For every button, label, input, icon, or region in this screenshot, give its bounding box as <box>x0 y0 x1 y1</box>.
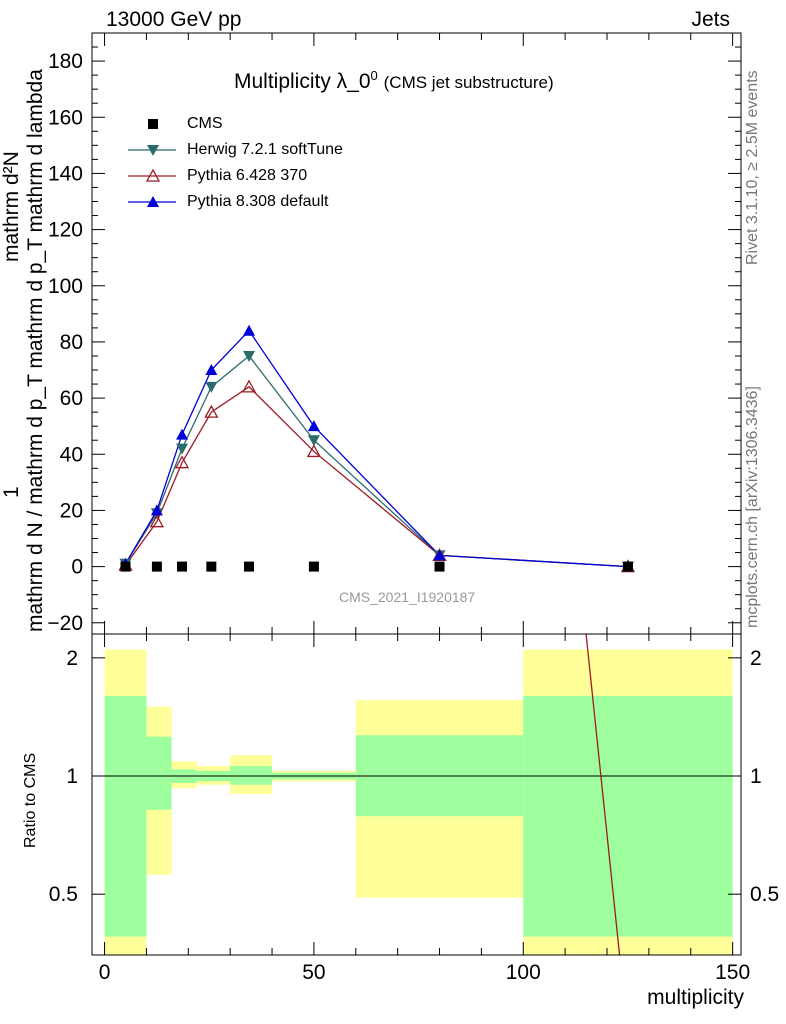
y-tick-label-6: 100 <box>48 275 83 298</box>
y-tick-label-4: 60 <box>60 387 83 410</box>
data-point-pythia6-3 <box>204 404 219 418</box>
data-point-pythia8-2 <box>176 428 189 440</box>
data-point-pythia8-5 <box>307 420 320 432</box>
legend-label-cms: CMS <box>187 115 223 132</box>
data-point-pythia6-2 <box>174 455 190 469</box>
x-tick-label-0: 0 <box>99 961 111 984</box>
y-axis-label-denominator: mathrm d N / mathrm d p_T mathrm d p_T m… <box>24 69 47 632</box>
y-tick-label-8: 140 <box>48 162 83 185</box>
data-point-herwig-4 <box>243 350 256 362</box>
y-tick-label-10: 180 <box>48 50 83 73</box>
legend-marker-herwig <box>147 145 159 156</box>
y-tick-label-0: −20 <box>47 612 83 635</box>
data-point-cms-0 <box>120 561 131 572</box>
data-point-pythia8-4 <box>243 324 256 336</box>
data-point-pythia6-4 <box>241 379 257 393</box>
ratio-y-tick-label-left-0: 0.5 <box>49 883 78 906</box>
plot-title-main: Multiplicity λ_0 <box>234 70 371 93</box>
data-point-pythia8-6 <box>433 549 446 561</box>
y-tick-label-9: 160 <box>48 106 83 129</box>
ratio-uncertainty-bands <box>104 649 733 955</box>
series-line-herwig <box>124 355 628 568</box>
y-axis-label-numerator: mathrm d²N <box>0 151 23 262</box>
y-tick-label-3: 40 <box>60 443 83 466</box>
y-tick-label-1: 0 <box>71 556 83 579</box>
y-axis-label-prefactor: 1 <box>0 486 23 498</box>
legend-marker-pythia8 <box>147 196 159 207</box>
ratio-band-inner-1 <box>146 736 172 810</box>
ratio-y-tick-label-left-1: 1 <box>66 765 78 788</box>
ratio-plot-frame <box>91 633 742 956</box>
data-point-pythia6-1 <box>149 514 164 528</box>
data-point-herwig-3 <box>205 381 218 393</box>
data-point-pythia8-1 <box>150 504 163 516</box>
ratio-y-tick-label-right-2: 2 <box>750 647 762 670</box>
legend-label-pythia8: Pythia 8.308 default <box>187 193 329 210</box>
x-tick-label-2: 100 <box>506 961 541 984</box>
data-point-cms-3 <box>206 561 217 572</box>
data-point-pythia8-3 <box>205 364 218 376</box>
legend-markers <box>128 119 176 207</box>
reference-label: mcplots.cern.ch [arXiv:1306.3436] <box>744 386 761 628</box>
y-tick-label-7: 120 <box>48 219 83 242</box>
data-point-cms-7 <box>622 561 633 572</box>
plot-title-note: (CMS jet substructure) <box>383 73 554 92</box>
series-line-pythia8 <box>124 329 628 568</box>
data-point-herwig-5 <box>307 435 320 447</box>
legend-marker-cms <box>148 119 158 129</box>
ratio-y-tick-label-left-2: 2 <box>66 647 78 670</box>
y-tick-label-5: 80 <box>60 331 83 354</box>
rivet-version-label: Rivet 3.1.10, ≥ 2.5M events <box>744 70 761 265</box>
legend-label-pythia6: Pythia 6.428 370 <box>187 167 308 184</box>
series-line-pythia6 <box>124 386 628 568</box>
x-tick-label-1: 50 <box>302 961 325 984</box>
ratio-band-inner-4 <box>230 766 273 785</box>
ratio-y-tick-label-right-1: 1 <box>750 765 762 788</box>
analysis-watermark: CMS_2021_I1920187 <box>339 589 476 605</box>
legend-marker-pythia6 <box>145 168 161 182</box>
series-markers <box>118 324 636 573</box>
data-point-pythia6-5 <box>306 444 322 458</box>
ratio-y-tick-label-right-0: 0.5 <box>750 883 779 906</box>
plot-title-sup: 0 <box>370 68 378 83</box>
main-axes: −20 0 20 40 60 80 100 120 140 160 180 <box>47 32 742 635</box>
ratio-axes: 0.5 0.5 1 1 2 2 0 50 100 150 <box>49 633 779 984</box>
data-point-cms-2 <box>177 561 188 572</box>
data-point-herwig-2 <box>176 443 189 455</box>
x-tick-label-3: 150 <box>715 961 750 984</box>
y-tick-label-2: 20 <box>60 499 83 522</box>
process-label: 13000 GeV pp <box>106 8 242 31</box>
plot-title: Multiplicity λ_00 (CMS jet substructure) <box>234 68 554 94</box>
data-point-cms-4 <box>244 561 255 572</box>
data-point-cms-1 <box>151 561 162 572</box>
ratio-band-inner-0 <box>104 695 147 937</box>
data-point-cms-5 <box>308 561 319 572</box>
category-label: Jets <box>691 8 730 31</box>
legend-label-herwig: Herwig 7.2.1 softTune <box>187 141 343 158</box>
series-lines <box>124 329 628 568</box>
ratio-y-axis-label: Ratio to CMS <box>22 752 39 848</box>
data-point-cms-6 <box>434 561 445 572</box>
ratio-line-pythia6 <box>585 633 621 956</box>
ratio-curve-pythia6 <box>585 633 621 956</box>
ratio-band-inner-7 <box>523 695 733 937</box>
x-axis-label: multiplicity <box>647 986 744 1009</box>
